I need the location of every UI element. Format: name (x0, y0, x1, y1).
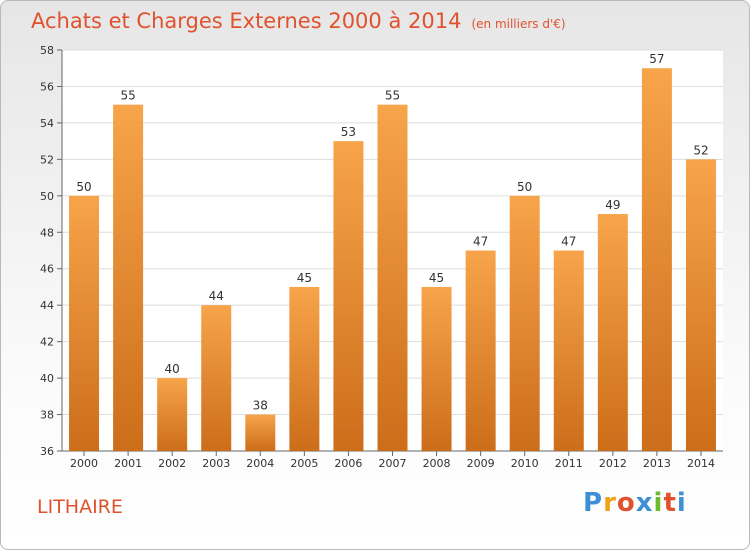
x-tick-label: 2005 (290, 457, 318, 470)
data-label: 55 (120, 89, 135, 103)
y-tick-label: 36 (40, 445, 54, 458)
bar (597, 214, 628, 451)
data-label: 50 (517, 180, 532, 194)
logo-letter: o (616, 488, 636, 518)
y-tick-label: 48 (40, 226, 54, 239)
chart-title-text: Achats et Charges Externes 2000 à 2014 (31, 9, 462, 33)
chart-title: Achats et Charges Externes 2000 à 2014 (e… (31, 9, 566, 33)
logo-letter: i (653, 488, 664, 518)
bar (641, 68, 672, 452)
data-label: 53 (341, 125, 356, 139)
bar (157, 378, 188, 451)
x-tick-label: 2007 (379, 457, 407, 470)
bar (377, 104, 408, 451)
x-tick-label: 2012 (599, 457, 627, 470)
data-label: 50 (76, 180, 91, 194)
y-tick-label: 46 (40, 263, 54, 276)
logo-letter: P (583, 488, 604, 518)
bar (333, 141, 364, 452)
bar (245, 414, 276, 451)
proxiti-logo: Proxiti (583, 488, 687, 518)
y-tick-label: 40 (40, 372, 54, 385)
bar (421, 286, 452, 451)
bar (509, 195, 540, 451)
logo-letter: r (603, 488, 617, 518)
bar (289, 286, 320, 451)
data-label: 55 (385, 89, 400, 103)
data-label: 40 (165, 362, 180, 376)
x-tick-label: 2002 (158, 457, 186, 470)
y-tick-label: 58 (40, 44, 54, 57)
bar (201, 305, 232, 451)
y-tick-label: 38 (40, 409, 54, 422)
bar (465, 250, 496, 451)
data-label: 45 (297, 271, 312, 285)
x-tick-label: 2001 (114, 457, 142, 470)
y-tick-label: 50 (40, 190, 54, 203)
x-tick-label: 2006 (334, 457, 362, 470)
logo-letter: i (676, 488, 687, 518)
x-tick-label: 2003 (202, 457, 230, 470)
data-label: 45 (429, 271, 444, 285)
data-label: 44 (209, 289, 224, 303)
x-tick-label: 2000 (70, 457, 98, 470)
data-label: 52 (693, 143, 708, 157)
x-tick-label: 2010 (511, 457, 539, 470)
x-tick-label: 2009 (467, 457, 495, 470)
x-tick-label: 2004 (246, 457, 274, 470)
y-tick-label: 44 (40, 299, 54, 312)
y-tick-label: 56 (40, 80, 54, 93)
y-tick-label: 52 (40, 153, 54, 166)
y-tick-label: 54 (40, 117, 54, 130)
x-tick-label: 2013 (643, 457, 671, 470)
x-tick-label: 2014 (687, 457, 715, 470)
chart-subtitle: (en milliers d'€) (471, 17, 566, 31)
x-tick-label: 2008 (423, 457, 451, 470)
bar (69, 195, 100, 451)
y-tick-label: 42 (40, 336, 54, 349)
logo-letter: x (635, 488, 654, 518)
data-label: 49 (605, 198, 620, 212)
data-label: 38 (253, 399, 268, 413)
data-label: 47 (561, 235, 576, 249)
data-label: 57 (649, 52, 664, 66)
data-label: 47 (473, 235, 488, 249)
bar (113, 104, 144, 451)
x-tick-label: 2011 (555, 457, 583, 470)
commune-name: LITHAIRE (37, 496, 123, 518)
bar (685, 159, 716, 451)
logo-letter: t (663, 488, 677, 518)
bar (553, 250, 584, 451)
